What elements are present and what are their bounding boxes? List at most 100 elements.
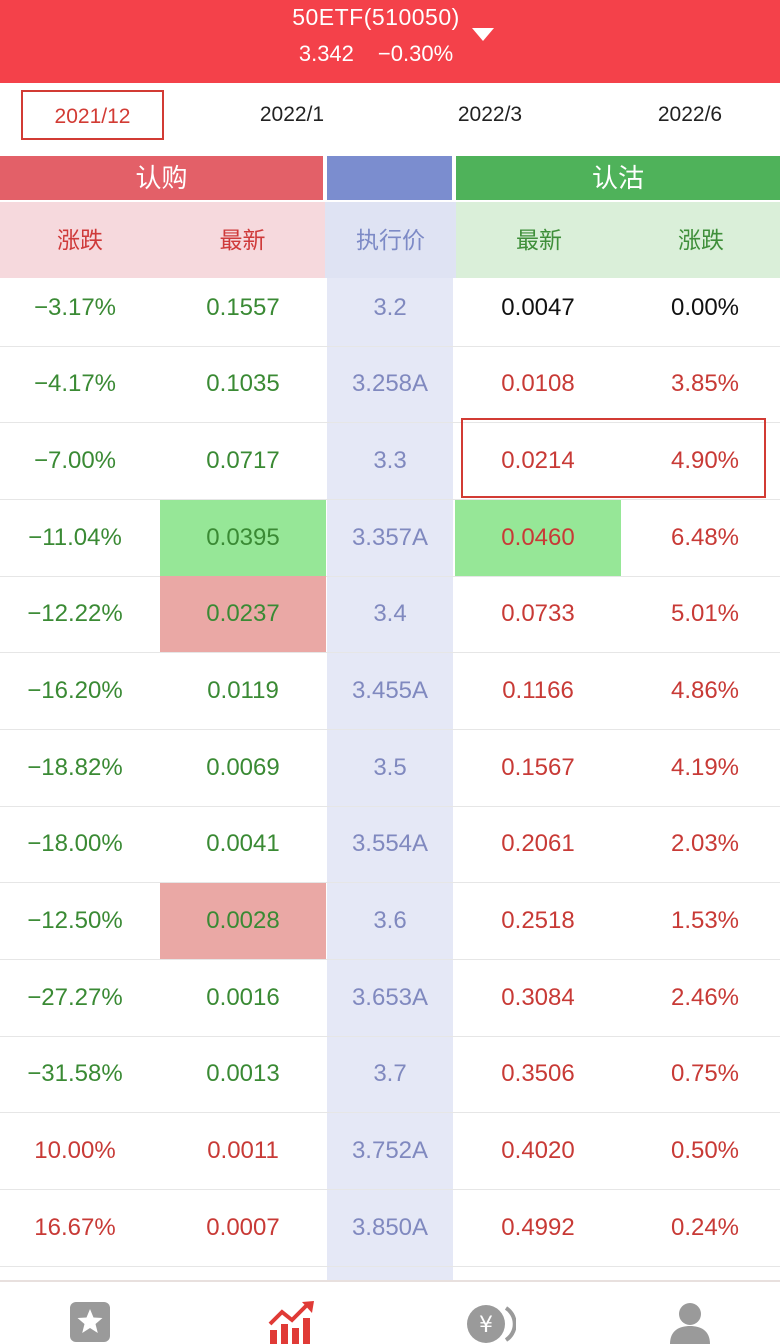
trend-chart-icon[interactable]	[268, 1300, 314, 1344]
table-row[interactable]: 16.67% 0.0007 3.850A 0.4992 0.24%	[0, 1190, 780, 1267]
call-change: −12.22%	[27, 600, 123, 627]
strike-section-header	[327, 156, 452, 200]
call-last[interactable]: 0.0717	[206, 447, 280, 474]
col-put-change[interactable]: 涨跌	[622, 202, 780, 278]
table-row[interactable]: 10.00% 0.0011 3.752A 0.4020 0.50%	[0, 1113, 780, 1190]
put-change: 1.53%	[670, 907, 740, 934]
strike-price: 3.554A	[351, 830, 429, 857]
call-last[interactable]: 0.0011	[207, 1137, 279, 1164]
call-change: −3.17%	[33, 294, 117, 321]
tab-expiry-2022-1[interactable]: 2022/1	[259, 103, 325, 126]
strike-price: 3.5	[373, 754, 407, 781]
call-change: −4.17%	[33, 370, 117, 397]
strike-price: 3.752A	[351, 1137, 429, 1164]
tab-expiry-2022-6[interactable]: 2022/6	[657, 103, 723, 126]
svg-text:¥: ¥	[479, 1313, 493, 1338]
underlying-price: 3.342	[298, 41, 354, 66]
caret-down-icon[interactable]	[472, 28, 494, 41]
call-last[interactable]: 0.0016	[206, 984, 280, 1011]
col-call-last[interactable]: 最新	[160, 202, 325, 278]
put-change: 6.48%	[670, 524, 740, 551]
star-icon[interactable]	[68, 1300, 112, 1344]
put-last[interactable]: 0.3506	[501, 1060, 575, 1087]
strike-price: 3.4	[373, 600, 407, 627]
strike-column-band	[327, 278, 453, 1280]
put-change: 5.01%	[670, 600, 740, 627]
call-last[interactable]: 0.0041	[206, 830, 280, 857]
bottom-tab-bar: ¥	[0, 1280, 780, 1344]
call-last[interactable]: 0.0007	[206, 1214, 280, 1241]
put-last[interactable]: 0.4992	[501, 1214, 575, 1241]
call-change: −31.58%	[27, 1060, 123, 1087]
table-row[interactable]: −7.00% 0.0717 3.3 0.0214 4.90%	[0, 423, 780, 500]
table-row[interactable]: −12.22% 0.0237 3.4 0.0733 5.01%	[0, 576, 780, 653]
table-row[interactable]: −27.27% 0.0016 3.653A 0.3084 2.46%	[0, 960, 780, 1037]
call-change: −18.82%	[27, 754, 123, 781]
put-last[interactable]: 0.0047	[501, 294, 575, 321]
expiry-tabs: 2021/12 2022/1 2022/3 2022/6	[0, 83, 780, 156]
put-change: 4.90%	[670, 447, 740, 474]
call-change: −16.20%	[27, 677, 123, 704]
table-row[interactable]: −4.17% 0.1035 3.258A 0.0108 3.85%	[0, 346, 780, 423]
underlying-change: −0.30%	[377, 41, 454, 66]
tab-expiry-2022-3[interactable]: 2022/3	[457, 103, 523, 126]
put-last[interactable]: 0.3084	[501, 984, 575, 1011]
call-last[interactable]: 0.0013	[206, 1060, 280, 1087]
underlying-quote: 3.342 −0.30%	[0, 41, 752, 67]
user-icon[interactable]	[668, 1300, 712, 1344]
put-change: 2.46%	[670, 984, 740, 1011]
yuan-coin-icon[interactable]: ¥	[466, 1300, 517, 1344]
strike-price: 3.653A	[351, 984, 429, 1011]
call-change: −18.00%	[27, 830, 123, 857]
strike-price: 3.6	[373, 907, 407, 934]
call-last[interactable]: 0.0028	[160, 883, 326, 959]
table-row[interactable]: −11.04% 0.0395 3.357A 0.0460 6.48%	[0, 500, 780, 577]
put-last[interactable]: 0.2518	[501, 907, 575, 934]
call-last[interactable]: 0.1035	[206, 370, 280, 397]
strike-price: 3.7	[373, 1060, 407, 1087]
table-row[interactable]: −12.50% 0.0028 3.6 0.2518 1.53%	[0, 883, 780, 960]
strike-price: 3.455A	[351, 677, 429, 704]
call-last[interactable]: 0.0237	[160, 576, 326, 652]
put-last[interactable]: 0.2061	[501, 830, 575, 857]
call-change: 16.67%	[34, 1214, 116, 1241]
table-row[interactable]: −3.17% 0.1557 3.2 0.0047 0.00%	[0, 270, 780, 347]
call-last[interactable]: 0.0119	[207, 677, 279, 704]
call-change: −7.00%	[33, 447, 117, 474]
table-row[interactable]: −16.20% 0.0119 3.455A 0.1166 4.86%	[0, 653, 780, 730]
put-last[interactable]: 0.0214	[501, 447, 575, 474]
col-strike[interactable]: 执行价	[325, 202, 456, 278]
call-last[interactable]: 0.1557	[206, 294, 280, 321]
col-call-change[interactable]: 涨跌	[0, 202, 160, 278]
put-change: 4.19%	[670, 754, 740, 781]
strike-price: 3.258A	[351, 370, 429, 397]
call-section-header: 认购	[0, 156, 323, 200]
put-last[interactable]: 0.1567	[501, 754, 575, 781]
tab-expiry-2021-12[interactable]: 2021/12	[21, 90, 164, 140]
call-last[interactable]: 0.0395	[160, 500, 326, 576]
call-last[interactable]: 0.0069	[206, 754, 280, 781]
strike-price: 3.2	[373, 294, 407, 321]
call-change: −11.04%	[28, 524, 122, 551]
table-row[interactable]: −31.58% 0.0013 3.7 0.3506 0.75%	[0, 1036, 780, 1113]
underlying-title[interactable]: 50ETF(510050)	[292, 4, 460, 30]
put-last[interactable]: 0.0460	[455, 500, 621, 576]
strike-price: 3.850A	[351, 1214, 429, 1241]
put-change: 0.50%	[670, 1137, 740, 1164]
col-put-last[interactable]: 最新	[456, 202, 622, 278]
put-last[interactable]: 0.1166	[502, 677, 574, 704]
table-row[interactable]: −18.82% 0.0069 3.5 0.1567 4.19%	[0, 730, 780, 807]
put-last[interactable]: 0.4020	[501, 1137, 575, 1164]
put-change: 4.86%	[670, 677, 740, 704]
header-bar: 50ETF(510050) 3.342 −0.30%	[0, 0, 780, 83]
put-last[interactable]: 0.0733	[501, 600, 575, 627]
table-row[interactable]: −18.00% 0.0041 3.554A 0.2061 2.03%	[0, 806, 780, 883]
call-change: 10.00%	[34, 1137, 116, 1164]
put-last[interactable]: 0.0108	[501, 370, 575, 397]
call-change: −27.27%	[27, 984, 123, 1011]
put-change: 0.00%	[670, 294, 740, 321]
put-change: 0.24%	[670, 1214, 740, 1241]
strike-price: 3.357A	[351, 524, 429, 551]
strike-price: 3.3	[373, 447, 407, 474]
put-change: 2.03%	[670, 830, 740, 857]
